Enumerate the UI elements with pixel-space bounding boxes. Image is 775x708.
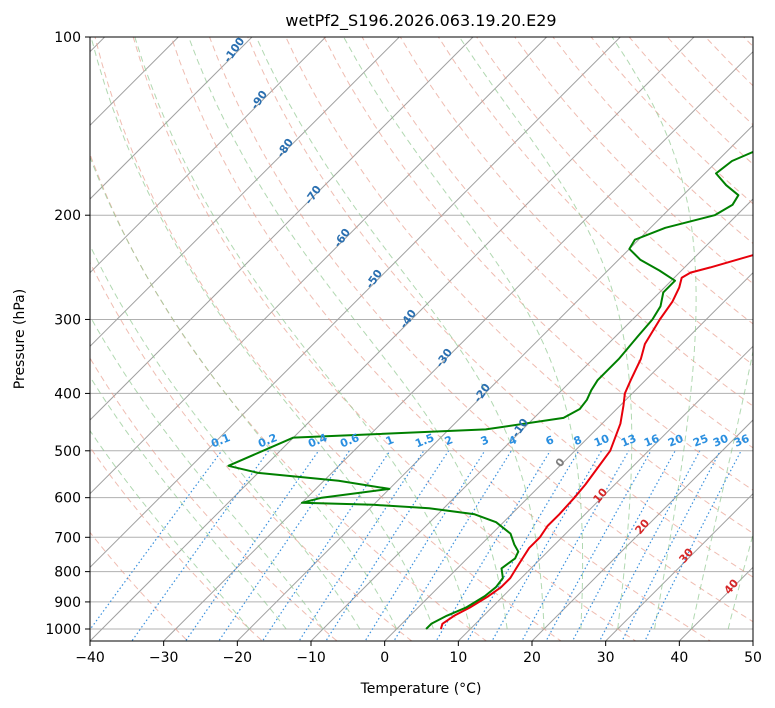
x-tick-label: 50 <box>744 650 762 666</box>
isotherm-line <box>90 37 180 127</box>
x-tick-label: 10 <box>449 650 467 666</box>
moist-adiabat-line <box>90 375 287 630</box>
y-axis-label: Pressure (hPa) <box>12 289 28 389</box>
mixing-ratio-line <box>131 450 270 641</box>
y-tick-label: 600 <box>54 491 81 507</box>
dry-adiabat-line <box>285 37 753 534</box>
x-tick-label: 20 <box>523 650 541 666</box>
mixing-ratio-label: 20 <box>666 432 685 450</box>
dry-adiabat-line <box>90 152 488 641</box>
dry-adiabat-line <box>94 37 562 641</box>
dry-adiabat-line <box>90 357 338 641</box>
dry-adiabat-line <box>132 37 637 641</box>
y-tick-label: 500 <box>54 444 81 460</box>
mixing-ratio-line <box>325 450 450 641</box>
moist-adiabat-line <box>90 429 250 630</box>
mixing-ratio-label: 8 <box>572 433 584 448</box>
x-tick-label: −30 <box>149 650 179 666</box>
mixing-ratio-label: 1 <box>384 433 396 448</box>
moist-adiabat-line <box>90 37 434 630</box>
x-tick-label: 0 <box>380 650 389 666</box>
dry-adiabat-line <box>323 37 753 491</box>
mixing-ratio-line <box>598 450 701 641</box>
dry-adiabat-line <box>755 10 775 654</box>
isotherm-line <box>604 492 753 641</box>
moist-adiabat-line <box>343 37 584 630</box>
moist-adiabat-line <box>255 37 545 630</box>
moist-adiabat-line <box>727 532 753 630</box>
mixing-ratio-line <box>261 450 391 641</box>
mixing-ratio-line <box>571 450 676 641</box>
x-tick-label: 30 <box>597 650 615 666</box>
mixing-ratio-line <box>491 450 603 641</box>
isotherm-line <box>90 37 622 569</box>
x-tick-label: 40 <box>670 650 688 666</box>
background-lines <box>90 10 775 654</box>
isotherm-line <box>0 10 58 654</box>
y-tick-label: 1000 <box>45 622 81 638</box>
isotherm-line <box>310 198 753 641</box>
grid-layer <box>0 10 753 654</box>
plot-frame <box>89 36 754 642</box>
isotherm-line <box>383 271 753 641</box>
isotherm-line <box>90 37 474 421</box>
mixing-ratio-line <box>298 450 425 641</box>
mixing-ratio-line <box>521 450 630 641</box>
dewpoint-profile-line <box>227 150 753 630</box>
dry-adiabat-line <box>514 37 753 285</box>
dry-adiabat-line <box>90 531 189 641</box>
mixing-ratio-label: 16 <box>642 432 661 450</box>
plot-background <box>90 37 753 641</box>
dry-adiabat-line <box>208 37 753 623</box>
isotherm-line <box>90 37 401 348</box>
x-tick-label: −40 <box>75 650 105 666</box>
moist-adiabat-line <box>134 37 471 630</box>
mixing-ratio-line <box>435 450 551 641</box>
mixing-ratio-label: 30 <box>711 432 730 450</box>
mixing-ratio-line <box>364 450 486 641</box>
series-layer <box>227 150 753 630</box>
mixing-ratio-line <box>90 450 223 631</box>
mixing-ratio-label: 3 <box>479 433 491 448</box>
isotherm-line <box>90 37 548 495</box>
dry-adiabat-line <box>170 37 712 641</box>
mixing-ratio-label: 2 <box>443 433 455 448</box>
mixing-ratio-line <box>393 450 512 641</box>
y-tick-label: 800 <box>54 565 81 581</box>
moist-adiabat-line <box>611 37 697 630</box>
moist-adiabat-line <box>90 315 324 630</box>
x-tick-label: −20 <box>223 650 253 666</box>
y-tick-label: 400 <box>54 386 81 402</box>
dry-adiabat-line <box>90 261 413 641</box>
mixing-ratio-label: 13 <box>619 432 638 450</box>
mixing-ratio-label: 36 <box>732 432 751 450</box>
mixing-ratio-line <box>466 450 580 641</box>
y-tick-label: 700 <box>54 530 81 546</box>
x-tick-label: −10 <box>296 650 326 666</box>
moist-adiabat-line <box>90 244 361 630</box>
isotherm-line <box>90 37 253 200</box>
mixing-ratio-label: 25 <box>691 432 710 450</box>
isotherm-line <box>90 37 695 641</box>
y-tick-label: 100 <box>54 30 81 46</box>
mixing-ratio-line <box>545 450 652 641</box>
mixing-ratio-line <box>218 450 350 641</box>
y-tick-label: 300 <box>54 312 81 328</box>
isotherm-line <box>457 345 753 641</box>
isotherm-line <box>236 124 753 641</box>
temperature-profile-line <box>439 254 753 630</box>
dry-adiabat-line <box>90 446 264 641</box>
moist-adiabat-line <box>458 37 633 630</box>
isotherm-line <box>90 37 327 274</box>
x-axis-label: Temperature (°C) <box>360 681 482 697</box>
mixing-ratio-label: 10 <box>592 432 611 450</box>
chart-title: wetPf2_S196.2026.063.19.20.E29 <box>285 11 556 31</box>
y-tick-label: 200 <box>54 208 81 224</box>
dry-adiabat-line <box>361 37 753 449</box>
y-tick-label: 900 <box>54 595 81 611</box>
axis-layer: −40 −30 −20 −10 0 10 20 30 40 50 100 200 300 400 500 60… <box>45 30 762 666</box>
moist-adiabat-line <box>690 349 753 630</box>
dry-adiabat-line <box>247 37 753 578</box>
